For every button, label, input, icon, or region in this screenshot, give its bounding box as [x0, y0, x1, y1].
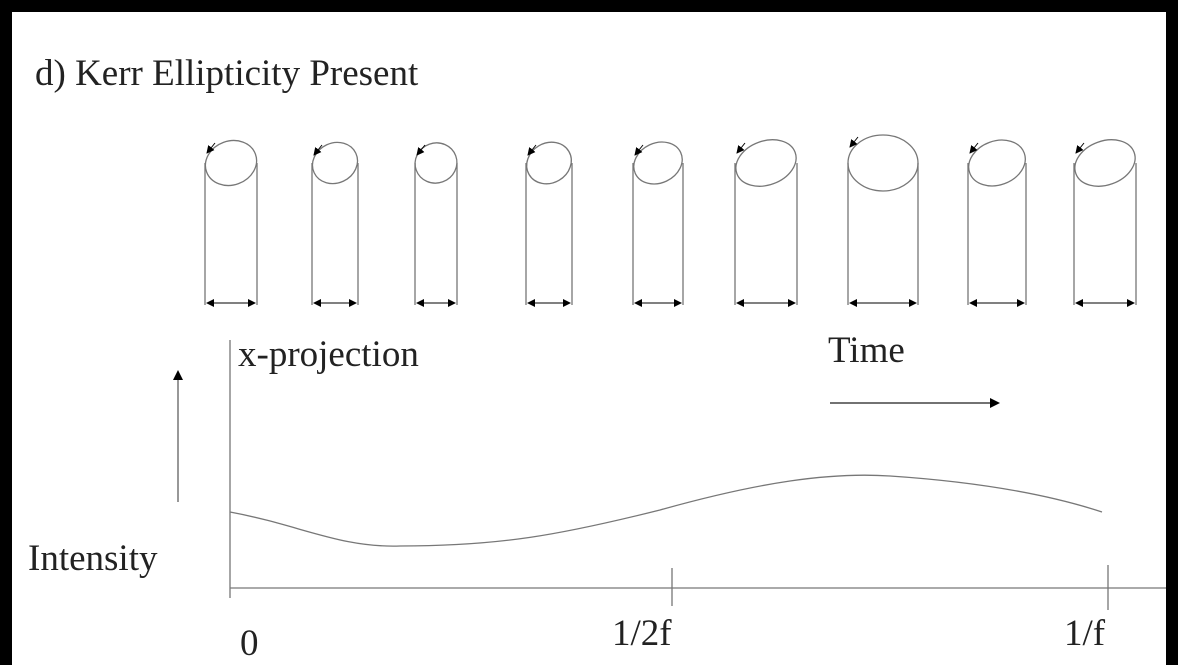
intensity-label: Intensity: [28, 538, 158, 579]
tick-label: 1/f: [1064, 613, 1106, 654]
projection-label: x-projection: [238, 334, 419, 375]
title: d) Kerr Ellipticity Present: [35, 53, 419, 94]
tick-label: 0: [240, 623, 259, 664]
diagram: d) Kerr Ellipticity Present x-projection…: [0, 0, 1178, 665]
time-label: Time: [828, 330, 905, 371]
background: [0, 0, 1178, 665]
tick-label: 1/2f: [612, 613, 672, 654]
